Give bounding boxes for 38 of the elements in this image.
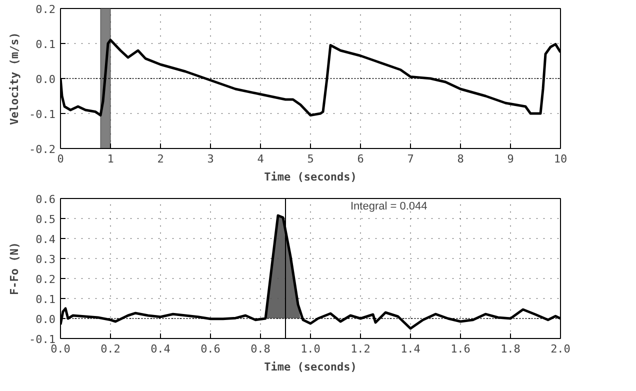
x-tick-label: 8	[457, 152, 464, 166]
x-tick-label: 6	[357, 152, 364, 166]
x-tick-label: 9	[507, 152, 514, 166]
y-tick-label: -0.2	[29, 143, 56, 156]
y-tick-label: 0.1	[36, 38, 56, 51]
x-tick-label: 0.8	[250, 342, 270, 356]
x-tick-label: 1.4	[400, 342, 421, 356]
y-tick-label: 0.0	[36, 73, 56, 86]
x-tick-label: 3	[207, 152, 214, 166]
y-tick-label: 0.4	[36, 233, 56, 246]
x-tick-label: 1.0	[300, 342, 320, 356]
y-tick-label: 0.1	[36, 293, 56, 306]
x-axis-title: Time (seconds)	[264, 360, 357, 374]
x-tick-label: 0	[57, 152, 64, 166]
x-tick-label: 10	[554, 152, 568, 166]
x-tick-label: 5	[307, 152, 314, 166]
x-tick-label: 1.8	[500, 342, 520, 356]
x-axis-title: Time (seconds)	[264, 170, 357, 184]
x-tick-label: 2.0	[550, 342, 570, 356]
x-tick-label: 1.6	[450, 342, 470, 356]
x-tick-label: 7	[407, 152, 414, 166]
y-tick-label: 0.5	[36, 213, 56, 226]
y-tick-label: 0.6	[36, 193, 56, 206]
y-tick-label: 0.0	[36, 313, 56, 326]
y-axis-title: F-Fo (N)	[8, 242, 22, 295]
y-tick-label: -0.1	[29, 108, 56, 121]
x-tick-label: 1	[107, 152, 114, 166]
x-tick-label: 4	[257, 152, 264, 166]
y-axis-title: Velocity (m/s)	[8, 32, 22, 125]
x-tick-label: 2	[157, 152, 164, 166]
x-tick-label: 0.2	[100, 342, 120, 356]
x-tick-label: 0.6	[200, 342, 220, 356]
y-tick-label: 0.3	[36, 253, 56, 266]
x-tick-label: 1.2	[350, 342, 370, 356]
annotation: Integral = 0.044	[350, 200, 428, 212]
y-tick-label: 0.2	[36, 273, 56, 286]
x-tick-label: 0.4	[150, 342, 171, 356]
y-tick-label: 0.2	[36, 3, 56, 16]
